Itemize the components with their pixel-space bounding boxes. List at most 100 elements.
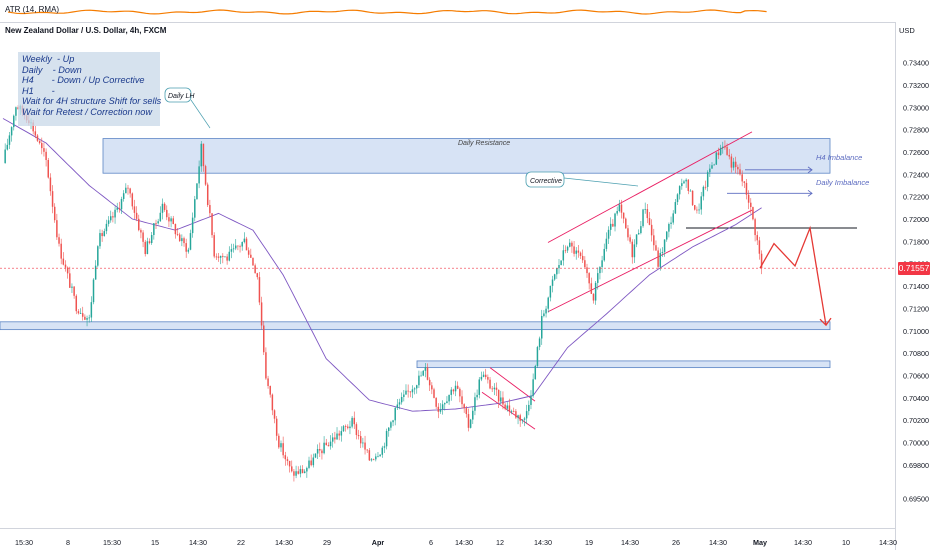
candle-body — [711, 165, 713, 169]
atr-line — [7, 9, 767, 15]
drawings-layer — [190, 99, 639, 187]
candle-body — [362, 442, 364, 444]
candle-body — [224, 256, 226, 258]
candle-body — [359, 436, 362, 444]
candle-body — [112, 216, 114, 218]
candle-body — [609, 223, 612, 230]
time-tick-label: 14:30 — [275, 538, 293, 547]
candle-body — [465, 408, 468, 415]
candle-body — [715, 152, 718, 165]
price-tick-label: 0.69800 — [903, 461, 929, 470]
candle-body — [243, 238, 246, 243]
candle-body — [153, 223, 155, 236]
candle-body — [745, 182, 748, 195]
candle-body — [319, 449, 321, 451]
price-axis[interactable]: 0.69500 0.69800 0.70000 0.70200 0.70400 0.706… — [903, 59, 929, 504]
candle-body — [387, 427, 390, 431]
candle-body — [150, 235, 153, 244]
candle-body — [228, 251, 231, 261]
time-tick-label: 14:30 — [621, 538, 639, 547]
time-tick-label: 6 — [429, 538, 433, 547]
candle-body — [588, 273, 590, 284]
time-tick-label: 14:30 — [455, 538, 473, 547]
candle-body — [433, 389, 435, 398]
candle-body — [726, 146, 728, 155]
candle-body — [581, 255, 584, 261]
candle-body — [398, 402, 401, 405]
daily-lh-label: Daily LH — [168, 93, 195, 100]
time-tick-label: 14:30 — [794, 538, 812, 547]
candle-body — [69, 273, 71, 288]
candle-body — [157, 221, 159, 224]
price-tick-label: 0.72200 — [903, 193, 929, 202]
channel-upper-line — [547, 131, 753, 243]
candle-body — [620, 204, 623, 213]
candle-body — [90, 302, 93, 318]
candle-body — [597, 273, 599, 283]
candle-body — [661, 251, 664, 253]
candle-body — [336, 433, 338, 440]
candle-body — [176, 234, 179, 235]
candle-body — [668, 224, 670, 232]
candle-body — [202, 143, 205, 167]
candle-body — [310, 460, 312, 466]
candle-body — [342, 426, 345, 432]
candle-body — [648, 218, 651, 225]
candle-body — [340, 431, 343, 436]
candle-body — [543, 313, 545, 317]
candle-body — [226, 256, 228, 261]
candle-body — [34, 131, 37, 136]
candle-body — [245, 238, 248, 251]
candle-body — [681, 183, 683, 187]
candle-body — [573, 246, 575, 254]
candle-body — [232, 248, 235, 250]
candle-body — [209, 205, 211, 214]
candle-body — [181, 238, 183, 242]
candle-body — [366, 449, 368, 451]
candle-body — [275, 418, 278, 436]
price-tick-label: 0.70200 — [903, 416, 929, 425]
candle-body — [394, 407, 396, 421]
candle-body — [758, 240, 761, 254]
candle-body — [196, 183, 198, 200]
candle-body — [372, 459, 375, 461]
time-tick-label: 14:30 — [534, 538, 552, 547]
price-tick-label: 0.73200 — [903, 81, 929, 90]
time-tick-label: 26 — [672, 538, 680, 547]
candle-body — [644, 209, 646, 210]
candle-body — [571, 242, 573, 247]
candle-body — [694, 205, 696, 210]
candle-body — [392, 420, 394, 423]
time-axis[interactable]: 15:30 8 15:30 15 14:30 22 14:30 29 Apr 6 14:30 12 14… — [15, 538, 897, 547]
candle-body — [291, 466, 293, 472]
candle-body — [239, 246, 241, 248]
candle-body — [482, 374, 485, 377]
candle-body — [706, 172, 709, 187]
candle-body — [217, 256, 220, 258]
candle-body — [15, 107, 17, 116]
candle-body — [616, 210, 618, 214]
candle-body — [760, 253, 763, 269]
candle-body — [528, 404, 530, 412]
candle-body — [655, 245, 657, 251]
candle-body — [200, 143, 203, 167]
candle-body — [122, 193, 125, 199]
candle-body — [99, 233, 101, 247]
candle-body — [86, 318, 88, 320]
candle-body — [493, 387, 496, 390]
candle-body — [375, 456, 377, 460]
candle-body — [293, 471, 295, 476]
candle-body — [435, 397, 437, 407]
candle-body — [752, 207, 754, 220]
candle-body — [56, 220, 58, 238]
price-tick-label: 0.72400 — [903, 170, 929, 179]
candle-body — [110, 216, 112, 221]
candle-body — [131, 193, 134, 207]
candle-body — [94, 265, 97, 280]
daily-imbalance-label: Daily Imbalance — [816, 178, 869, 187]
daily-lh-callout — [164, 87, 192, 103]
candle-body — [685, 179, 687, 182]
candle-body — [698, 209, 700, 211]
candle-body — [105, 223, 108, 232]
candle-body — [523, 418, 526, 420]
